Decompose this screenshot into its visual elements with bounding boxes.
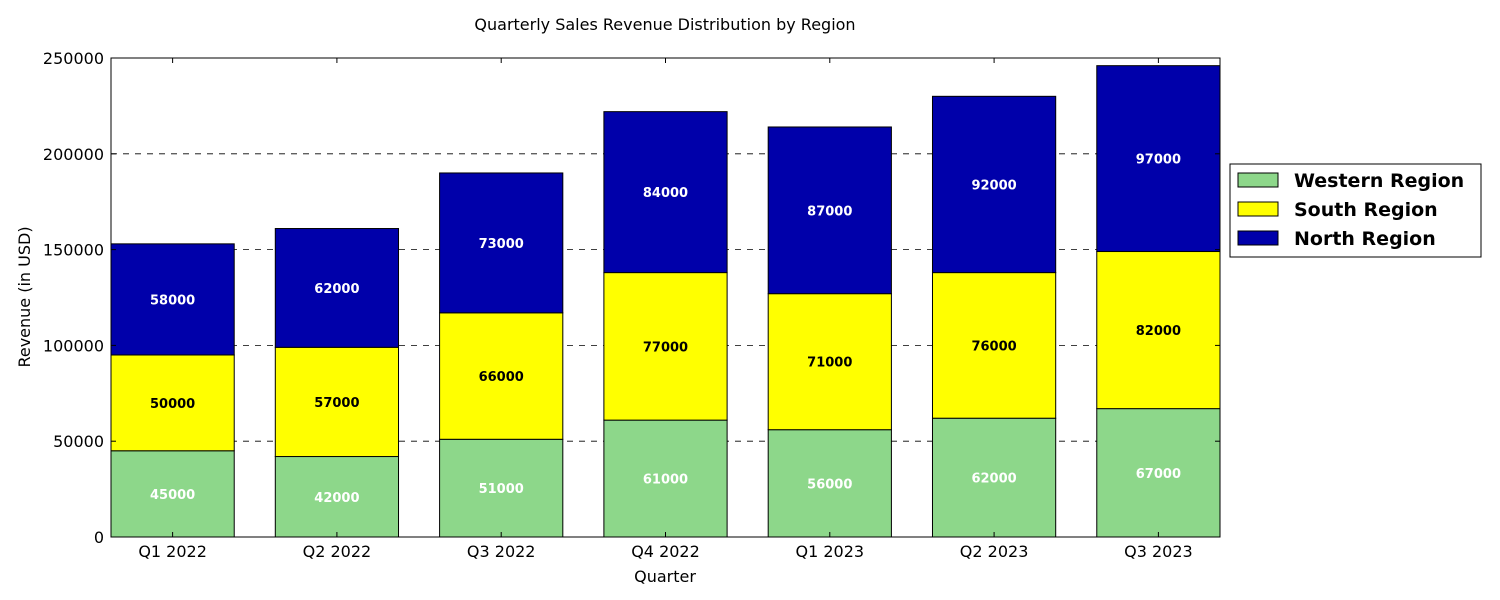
bar-north-region: [439, 172, 564, 314]
data-label: 51000: [479, 482, 524, 497]
data-label: 57000: [314, 396, 359, 411]
data-label: 76000: [971, 339, 1016, 354]
bar-north-region: [274, 228, 400, 348]
bar-south-region: [1096, 251, 1221, 410]
bar-north-region: [110, 243, 235, 356]
legend-swatch: [1237, 230, 1279, 246]
bar-south-region: [274, 346, 400, 458]
bar-south-region: [931, 272, 1057, 419]
bar-north-region: [1096, 65, 1221, 253]
bar-south-region: [439, 312, 564, 440]
bar-south-region: [110, 354, 235, 452]
x-tick-label: Q3 2023: [1124, 542, 1193, 561]
chart-title: Quarterly Sales Revenue Distribution by …: [474, 15, 855, 34]
data-label: 45000: [150, 488, 195, 503]
bar-western-region: [931, 417, 1057, 538]
x-tick-label: Q2 2023: [960, 542, 1029, 561]
data-label: 61000: [643, 473, 688, 488]
bar-western-region: [110, 450, 235, 538]
bar-western-region: [1096, 408, 1221, 538]
bars: [110, 65, 1221, 538]
x-tick-label: Q1 2022: [138, 542, 207, 561]
x-tick-label: Q4 2022: [631, 542, 700, 561]
x-tick-label: Q1 2023: [796, 542, 865, 561]
bar-western-region: [439, 438, 564, 538]
x-axis-label: Quarter: [634, 567, 696, 586]
y-tick-label: 50000: [53, 432, 104, 451]
data-label: 62000: [971, 472, 1016, 487]
legend: Western Region South Region North Region: [1229, 163, 1482, 258]
bar-north-region: [767, 126, 892, 295]
data-label: 62000: [314, 282, 359, 297]
x-axis: Q1 2022 Q2 2022 Q3 2022 Q4 2022 Q1 2023 Q2 20…: [138, 58, 1193, 561]
bar-western-region: [274, 456, 400, 538]
data-label: 92000: [971, 178, 1016, 193]
y-axis: 0 50000 100000 150000 200000 250000: [43, 49, 1220, 547]
data-label: 97000: [1136, 153, 1181, 168]
data-label: 67000: [1136, 467, 1181, 482]
data-label: 66000: [479, 370, 524, 385]
bar-north-region: [931, 95, 1057, 274]
legend-label: North Region: [1294, 228, 1436, 250]
legend-label: South Region: [1294, 199, 1438, 221]
y-tick-label: 0: [94, 528, 104, 547]
data-label: 50000: [150, 397, 195, 412]
data-label: 42000: [314, 491, 359, 506]
y-axis-label: Revenue (in USD): [15, 226, 34, 367]
data-label: 77000: [643, 340, 688, 355]
legend-swatch: [1237, 172, 1279, 188]
data-label: 82000: [1136, 324, 1181, 339]
data-label: 58000: [150, 293, 195, 308]
y-tick-label: 100000: [43, 336, 104, 355]
data-label: 87000: [807, 204, 852, 219]
y-tick-label: 150000: [43, 241, 104, 260]
y-tick-label: 200000: [43, 145, 104, 164]
y-tick-label: 250000: [43, 49, 104, 68]
bar-south-region: [603, 272, 728, 421]
bar-labels: 45000 50000 58000 42000 57000 62000 51000 66000…: [150, 153, 1181, 506]
x-tick-label: Q2 2022: [303, 542, 372, 561]
data-label: 71000: [807, 356, 852, 371]
legend-swatch: [1237, 201, 1279, 217]
data-label: 84000: [643, 186, 688, 201]
legend-label: Western Region: [1294, 170, 1464, 192]
x-tick-label: Q3 2022: [467, 542, 536, 561]
bar-south-region: [767, 293, 892, 431]
data-label: 73000: [479, 237, 524, 252]
bar-north-region: [603, 111, 728, 274]
data-label: 56000: [807, 477, 852, 492]
